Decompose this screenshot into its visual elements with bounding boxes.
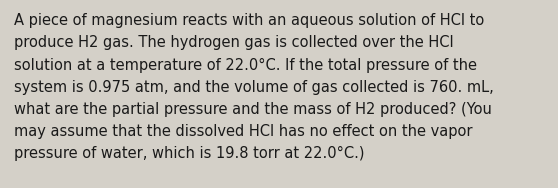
Text: A piece of magnesium reacts with an aqueous solution of HCl to
produce H2 gas. T: A piece of magnesium reacts with an aque…: [14, 13, 494, 161]
